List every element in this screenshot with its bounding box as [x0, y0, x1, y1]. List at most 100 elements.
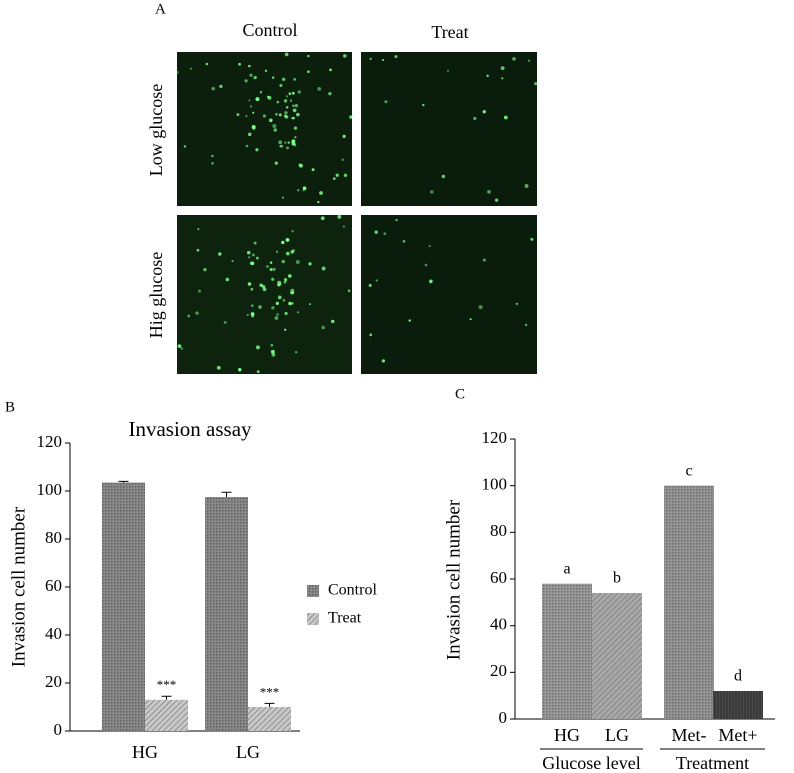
cell — [270, 343, 274, 347]
cell — [277, 295, 282, 300]
cell — [317, 86, 322, 91]
cell — [284, 141, 287, 144]
legend-label: Treat — [328, 610, 362, 627]
cell — [258, 305, 262, 309]
cell — [276, 313, 279, 316]
y-axis-label: Invasion cell number — [443, 499, 464, 660]
cell — [196, 248, 200, 252]
cell — [430, 190, 434, 194]
cell — [255, 148, 259, 152]
y-tick-label: 60 — [45, 576, 62, 595]
cell — [198, 289, 202, 293]
cell — [503, 115, 508, 120]
cell — [195, 311, 199, 315]
cell — [332, 177, 336, 180]
cell — [347, 289, 351, 293]
column-label: Control — [242, 20, 297, 40]
cell — [251, 253, 255, 257]
bar-texture — [592, 593, 642, 719]
cell — [278, 113, 282, 117]
cell — [237, 367, 242, 372]
cell — [285, 95, 288, 98]
micrograph — [177, 52, 352, 206]
bar-texture — [145, 699, 188, 731]
cell — [253, 241, 257, 245]
cell — [205, 62, 209, 66]
cell — [278, 282, 282, 286]
cell — [395, 219, 398, 222]
bar-texture — [713, 691, 763, 719]
cell — [335, 173, 339, 177]
cell — [384, 100, 388, 104]
cell — [189, 67, 193, 70]
cell — [291, 139, 296, 144]
cell — [211, 154, 214, 158]
cell — [369, 57, 372, 60]
cell — [294, 136, 297, 139]
bar-texture — [102, 482, 145, 731]
chart-title: Invasion assay — [128, 417, 252, 441]
cell — [250, 287, 254, 291]
cell — [288, 92, 292, 96]
group-label: Treatment — [676, 753, 749, 773]
cell — [408, 319, 411, 322]
cell — [283, 99, 288, 103]
cell — [183, 145, 187, 148]
cell — [284, 311, 288, 316]
cell — [482, 258, 486, 262]
cell — [251, 125, 256, 129]
cell — [248, 99, 251, 102]
cell — [402, 239, 406, 243]
cell — [177, 344, 182, 349]
cell — [248, 256, 251, 259]
annotation: d — [734, 668, 742, 685]
cell — [238, 62, 241, 66]
cell — [524, 183, 529, 188]
cell — [343, 54, 347, 58]
x-tick-label: Met- — [672, 725, 707, 745]
bar-texture — [542, 583, 592, 719]
cell — [494, 198, 499, 202]
cell — [349, 115, 353, 119]
cell — [429, 279, 433, 284]
y-tick-label: 80 — [490, 521, 507, 540]
cell — [287, 141, 290, 144]
cell — [487, 189, 491, 194]
cell — [255, 345, 260, 350]
cell — [341, 158, 344, 161]
cell — [297, 311, 300, 314]
cell — [308, 262, 312, 266]
panel-a: A Control Treat Low glucose Hig glucose — [146, 1, 537, 374]
cell — [369, 333, 373, 337]
column-label: Treat — [431, 22, 468, 42]
cell — [524, 323, 528, 327]
cell — [321, 325, 325, 330]
cell — [250, 312, 255, 316]
cell — [249, 105, 253, 108]
cell — [329, 68, 332, 72]
cell — [285, 251, 290, 256]
cell — [500, 66, 505, 71]
cell — [276, 100, 280, 104]
cell — [223, 320, 227, 324]
cell — [291, 91, 295, 95]
cell — [284, 115, 289, 119]
cell — [275, 250, 279, 253]
annotation: *** — [157, 677, 177, 692]
cell — [269, 261, 273, 264]
cell — [320, 216, 325, 221]
cell — [307, 54, 310, 58]
y-tick-label: 40 — [490, 615, 507, 634]
cell — [211, 86, 216, 91]
y-tick-label: 40 — [45, 624, 62, 643]
cell — [530, 237, 534, 241]
x-tick-label: Met+ — [718, 725, 757, 745]
group-label: Glucose level — [542, 753, 640, 773]
cell — [286, 146, 289, 150]
cell — [302, 186, 307, 191]
cell — [266, 95, 270, 99]
cell — [282, 298, 286, 302]
cell — [381, 359, 386, 363]
cell — [486, 74, 489, 77]
cell — [342, 225, 346, 228]
